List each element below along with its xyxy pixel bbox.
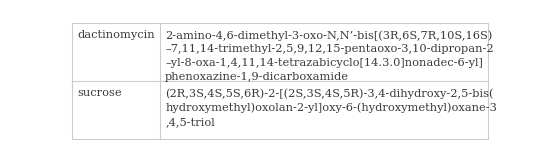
Text: 2-amino-4,6-dimethyl-3-oxo-N,N’-bis[(3R,6S,7R,10S,16S)
–7,11,14-trimethyl-2,5,9,: 2-amino-4,6-dimethyl-3-oxo-N,N’-bis[(3R,… xyxy=(165,30,494,82)
Text: sucrose: sucrose xyxy=(77,88,122,98)
Text: dactinomycin: dactinomycin xyxy=(77,30,155,40)
Text: (2R,3S,4S,5S,6R)-2-[(2S,3S,4S,5R)-3,4-dihydroxy-2,5-bis(
hydroxymethyl)oxolan-2-: (2R,3S,4S,5S,6R)-2-[(2S,3S,4S,5R)-3,4-di… xyxy=(165,88,497,127)
